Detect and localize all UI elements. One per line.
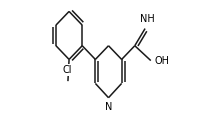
Text: OH: OH bbox=[154, 56, 169, 66]
Text: Cl: Cl bbox=[62, 65, 72, 75]
Text: NH: NH bbox=[140, 14, 155, 24]
Text: N: N bbox=[105, 102, 112, 112]
